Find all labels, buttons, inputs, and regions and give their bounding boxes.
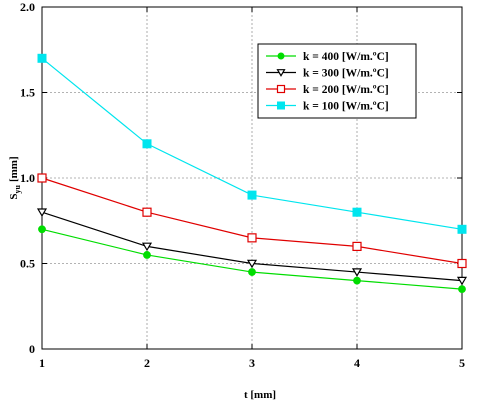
data-point bbox=[277, 101, 285, 110]
x-tick-label: 3 bbox=[249, 356, 255, 370]
data-point bbox=[277, 52, 285, 60]
data-point bbox=[247, 233, 257, 243]
legend-item: k = 300 [W/m.ºC] bbox=[266, 68, 389, 80]
data-point bbox=[456, 276, 468, 286]
legend-item: k = 200 [W/m.ºC] bbox=[266, 84, 389, 96]
series-layer bbox=[36, 53, 468, 294]
x-tick-label: 4 bbox=[354, 356, 360, 370]
data-point bbox=[457, 224, 467, 234]
data-point bbox=[276, 69, 286, 77]
x-tick-label: 1 bbox=[39, 356, 45, 370]
legend-label: k = 300 [W/m.ºC] bbox=[303, 68, 389, 80]
tick-labels: 1 2 3 4 5 0 0.5 1.0 1.5 2.0 bbox=[20, 0, 465, 370]
y-axis-label-main: S bbox=[8, 193, 20, 199]
data-point bbox=[353, 276, 361, 285]
legend-label: k = 100 [W/m.ºC] bbox=[303, 101, 389, 113]
y-axis-label-unit: [mm] bbox=[8, 156, 20, 182]
data-point bbox=[351, 268, 363, 277]
series-1 bbox=[36, 208, 468, 286]
series-2 bbox=[37, 173, 467, 269]
data-point bbox=[37, 53, 47, 63]
data-point bbox=[143, 251, 151, 259]
x-axis-label: t [mm] bbox=[244, 389, 276, 401]
x-tick-label: 2 bbox=[144, 356, 150, 370]
data-point bbox=[37, 173, 47, 183]
data-point bbox=[38, 225, 46, 234]
y-tick-label: 0.5 bbox=[20, 257, 35, 271]
legend-item: k = 400 [W/m.ºC] bbox=[266, 51, 389, 63]
data-point bbox=[141, 242, 153, 252]
y-axis-label: Syu [mm] bbox=[8, 156, 22, 199]
series-0 bbox=[38, 225, 466, 294]
x-tick-label: 5 bbox=[459, 356, 465, 370]
data-point bbox=[36, 208, 48, 217]
legend: k = 400 [W/m.ºC] k = 300 [W/m.ºC] k = 200 … bbox=[257, 43, 417, 119]
legend-label: k = 200 [W/m.ºC] bbox=[303, 84, 389, 96]
y-tick-label: 0 bbox=[29, 342, 35, 356]
data-point bbox=[352, 207, 362, 217]
series-3 bbox=[37, 53, 467, 234]
data-point bbox=[352, 241, 362, 251]
data-point bbox=[142, 139, 152, 149]
legend-label: k = 400 [W/m.ºC] bbox=[303, 51, 389, 63]
data-point bbox=[142, 207, 152, 217]
y-tick-label: 1.0 bbox=[20, 171, 35, 185]
data-point bbox=[248, 268, 256, 276]
data-point bbox=[458, 285, 466, 294]
data-point bbox=[457, 258, 467, 269]
y-tick-label: 1.5 bbox=[20, 86, 35, 100]
y-axis-label-sub: yu bbox=[13, 184, 22, 193]
data-point bbox=[276, 84, 286, 94]
y-tick-label: 2.0 bbox=[20, 0, 35, 14]
data-point bbox=[246, 259, 258, 269]
legend-item: k = 100 [W/m.ºC] bbox=[266, 101, 389, 113]
data-point bbox=[247, 190, 257, 200]
